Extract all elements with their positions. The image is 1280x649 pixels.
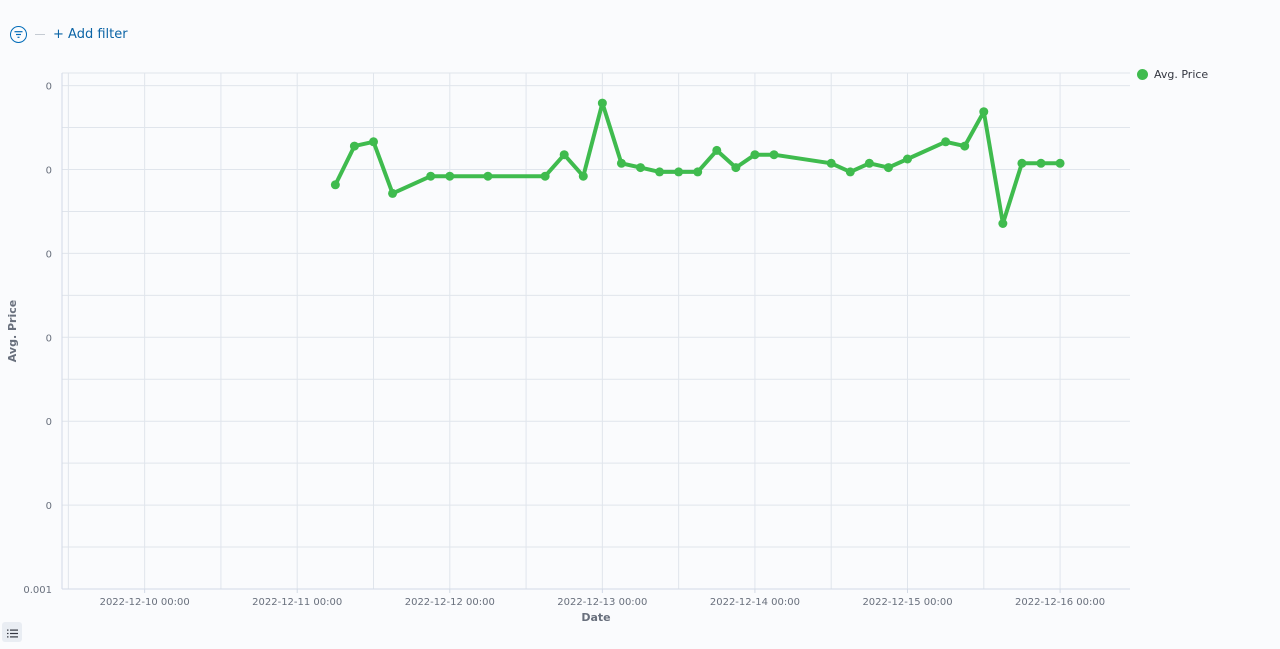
data-point — [559, 150, 569, 160]
data-point — [388, 188, 398, 198]
y-tick-label: 0 — [46, 82, 52, 93]
legend-label: Avg. Price — [1154, 68, 1209, 81]
y-axis-title: Avg. Price — [6, 300, 19, 362]
data-point — [960, 141, 970, 151]
data-point — [578, 171, 588, 181]
data-point — [445, 171, 455, 181]
x-tick-label: 2022-12-13 00:00 — [557, 597, 647, 608]
data-point — [636, 163, 645, 173]
data-point — [483, 171, 493, 181]
y-tick-label: 0.001 — [23, 585, 52, 596]
data-point — [845, 167, 855, 177]
data-point — [883, 163, 893, 173]
add-filter-button[interactable]: + Add filter — [53, 26, 128, 42]
y-tick-label: 0 — [46, 165, 52, 176]
y-tick-label: 0 — [46, 249, 52, 260]
x-tick-label: 2022-12-14 00:00 — [710, 597, 800, 608]
series-line — [333, 101, 1063, 226]
x-tick-label: 2022-12-10 00:00 — [100, 597, 190, 608]
data-point — [998, 219, 1008, 228]
data-point — [903, 154, 912, 164]
legend-toggle-button[interactable] — [2, 622, 22, 642]
list-icon — [6, 623, 18, 642]
data-point — [731, 163, 741, 173]
data-point — [674, 167, 684, 177]
data-point — [1055, 158, 1065, 168]
data-point — [941, 137, 951, 147]
data-point — [349, 141, 359, 151]
data-point — [769, 150, 779, 160]
x-tick-label: 2022-12-11 00:00 — [252, 597, 342, 608]
x-tick-label: 2022-12-16 00:00 — [1015, 597, 1105, 608]
data-point — [655, 167, 665, 177]
data-point — [826, 158, 836, 168]
data-point — [750, 150, 760, 160]
y-tick-label: 0 — [46, 417, 52, 428]
data-point — [426, 171, 436, 181]
filter-icon[interactable] — [10, 25, 27, 43]
data-point — [369, 137, 378, 147]
data-point — [864, 158, 874, 168]
filter-bar: + Add filter — [10, 24, 128, 44]
y-tick-label: 0 — [46, 501, 52, 512]
data-point — [616, 158, 626, 168]
filter-divider — [35, 33, 45, 35]
data-point — [979, 107, 989, 117]
legend-swatch — [1137, 69, 1148, 80]
data-point — [1017, 158, 1027, 168]
data-point — [693, 167, 703, 177]
x-axis-title: Date — [581, 611, 610, 624]
y-tick-label: 0 — [46, 333, 52, 344]
data-point — [712, 145, 722, 155]
data-point — [540, 171, 550, 181]
x-tick-label: 2022-12-15 00:00 — [862, 597, 952, 608]
data-point — [597, 98, 607, 108]
x-tick-label: 2022-12-12 00:00 — [405, 597, 495, 608]
data-point — [330, 180, 340, 190]
legend[interactable]: Avg. Price — [1137, 68, 1208, 81]
data-point — [1036, 158, 1046, 168]
